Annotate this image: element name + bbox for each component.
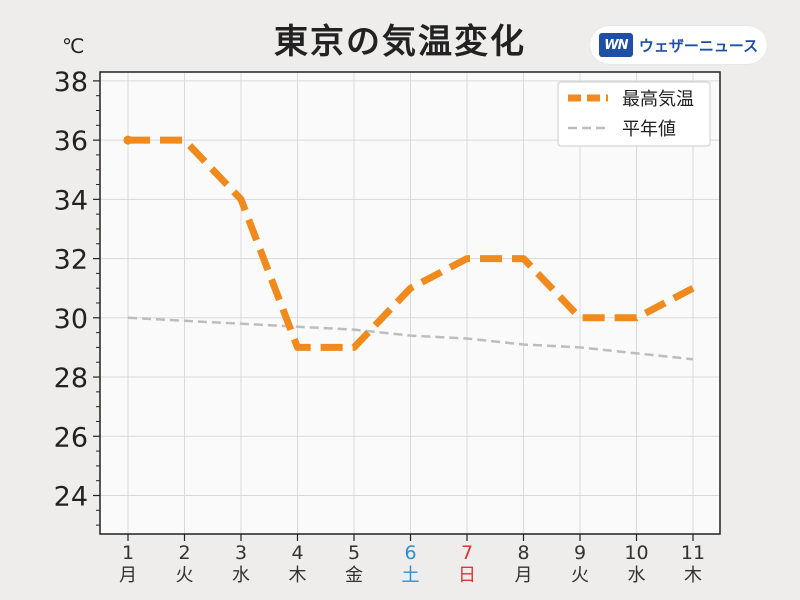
y-tick-label: 24 [54,482,88,513]
y-axis-unit: ℃ [62,34,85,58]
x-tick-label-day: 8 [517,542,529,564]
y-tick-label: 26 [54,422,88,453]
legend-label-max-temp: 最高気温 [622,89,694,110]
x-tick-label-weekday: 月 [119,565,137,586]
chart-title: 東京の気温変化 [274,22,526,62]
y-tick-label: 32 [54,245,88,276]
x-tick-label-weekday: 水 [628,565,646,586]
brand-name: ウェザーニュース [638,36,759,55]
x-tick-label-day: 4 [291,542,303,564]
x-tick-label-day: 11 [681,542,705,564]
weathernews-logo-icon: WN [598,33,633,57]
y-tick-label: 38 [54,67,88,98]
x-tick-label-day: 2 [178,542,190,564]
x-tick-label-day: 3 [235,542,247,564]
y-tick-label: 30 [54,304,88,335]
x-tick-label-weekday: 月 [515,565,533,586]
y-tick-label: 36 [54,126,88,157]
y-tick-label: 34 [54,185,88,216]
x-tick-label-day: 9 [574,542,586,564]
x-tick-label-weekday: 火 [571,565,589,586]
x-tick-label-day: 10 [624,542,648,564]
brand-badge: WN ウェザーニュース [590,26,767,64]
x-tick-label-day: 6 [404,542,416,564]
y-tick-label: 28 [54,363,88,394]
x-tick-label-weekday: 木 [684,565,702,586]
x-tick-label-weekday: 火 [176,565,194,586]
x-tick-label-weekday: 金 [345,565,363,586]
max-temp-point [123,135,133,145]
x-tick-label-weekday: 木 [289,565,307,586]
series-line-max-temp [128,136,695,351]
x-tick-label-weekday: 日 [458,565,476,586]
x-tick-label-day: 5 [348,542,360,564]
x-tick-label-weekday: 土 [402,565,420,586]
legend-label-normal: 平年値 [622,119,676,140]
x-tick-label-day: 1 [122,542,134,564]
series-line-normal [127,316,694,361]
x-tick-label-day: 7 [461,542,473,564]
x-tick-label-weekday: 水 [232,565,250,586]
